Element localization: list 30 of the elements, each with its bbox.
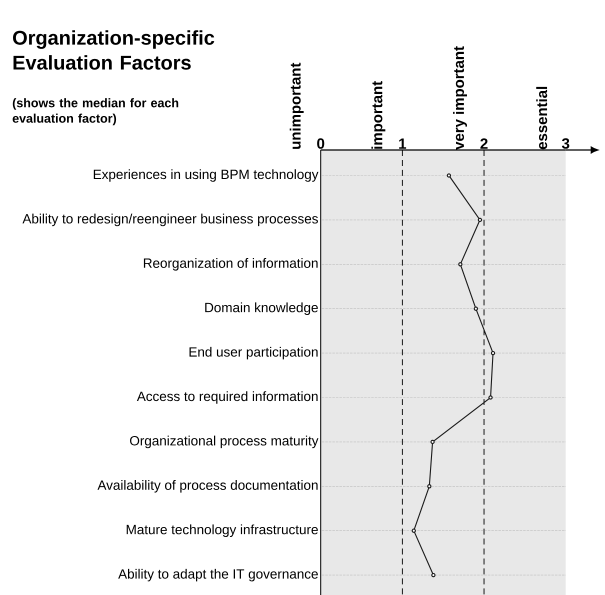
- text: important: [371, 81, 386, 149]
- y-tick-label: Ability to redesign/reengineer business processes: [22, 214, 318, 226]
- y-tick-label: Experiences in using BPM technology: [94, 169, 318, 182]
- point: [458, 262, 462, 266]
- y-tick-label: Domain knowledge: [205, 302, 318, 315]
- y-tick-label: Availability of process documentation: [97, 480, 318, 493]
- point: [412, 528, 416, 533]
- y-tick-label: Reorganization of information: [144, 258, 318, 271]
- point: [431, 572, 436, 578]
- point: [474, 306, 478, 311]
- point: [478, 218, 482, 222]
- y-tick-label: Ability to adapt the IT governance: [118, 568, 318, 582]
- text: essential: [536, 86, 548, 150]
- text: unimportant: [290, 62, 304, 149]
- x-tick-label: 0: [317, 138, 324, 149]
- y-tick-label: Organizational process maturity: [130, 436, 318, 448]
- point: [446, 173, 452, 178]
- point: [488, 395, 493, 400]
- y-tick-label: End user participation: [190, 346, 318, 360]
- text: very important: [453, 46, 467, 150]
- point: [427, 484, 432, 488]
- x-tick-label: 3: [562, 138, 570, 149]
- text: (shows the median for each evaluation factor): [12, 98, 178, 126]
- x-tick-label: 1: [399, 138, 406, 149]
- point: [490, 350, 496, 356]
- text: Organization-specific Evaluation Factors: [13, 30, 214, 70]
- y-tick-label: Mature technology infrastructure: [126, 524, 318, 537]
- y-tick-label: Access to required information: [136, 391, 318, 404]
- x-tick-label: 2: [480, 138, 488, 149]
- point: [430, 440, 435, 444]
